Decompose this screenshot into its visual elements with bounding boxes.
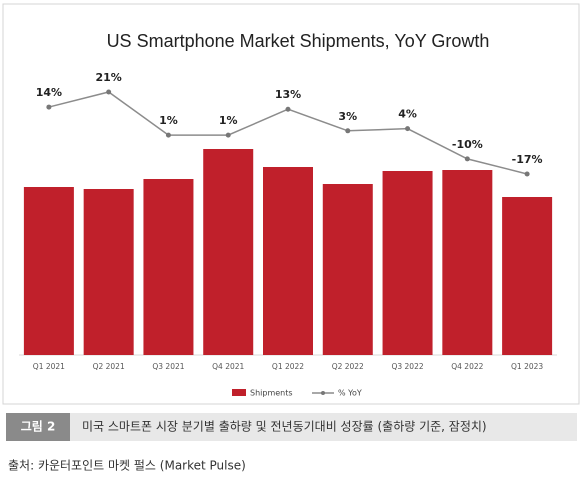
yoy-point bbox=[106, 89, 112, 95]
bar bbox=[382, 171, 433, 355]
bar bbox=[322, 184, 373, 355]
bar bbox=[203, 149, 254, 355]
caption-label: 그림 2 bbox=[21, 420, 56, 434]
data-label: 14% bbox=[36, 86, 62, 99]
legend-label: % YoY bbox=[338, 389, 362, 398]
caption-box bbox=[70, 413, 577, 441]
x-tick-label: Q1 2022 bbox=[272, 362, 304, 371]
bar bbox=[23, 187, 74, 355]
data-label: -17% bbox=[512, 153, 543, 166]
bar bbox=[502, 197, 553, 355]
yoy-point bbox=[225, 132, 231, 138]
x-tick-label: Q2 2022 bbox=[332, 362, 364, 371]
data-label: 4% bbox=[398, 108, 417, 121]
yoy-point bbox=[405, 126, 411, 132]
data-label: -10% bbox=[452, 138, 483, 151]
x-tick-label: Q1 2023 bbox=[511, 362, 543, 371]
legend-label: Shipments bbox=[250, 389, 293, 398]
bar bbox=[263, 167, 313, 355]
x-tick-label: Q3 2021 bbox=[152, 362, 184, 371]
bar bbox=[83, 189, 134, 355]
source: 출처: 카운터포인트 마켓 펄스 (Market Pulse) bbox=[8, 459, 246, 473]
yoy-point bbox=[165, 132, 171, 138]
x-tick-label: Q3 2022 bbox=[391, 362, 423, 371]
bar bbox=[442, 170, 493, 355]
data-label: 1% bbox=[219, 114, 238, 127]
data-label: 21% bbox=[95, 71, 121, 84]
yoy-point bbox=[524, 171, 530, 177]
data-label: 1% bbox=[159, 114, 178, 127]
x-tick-label: Q4 2021 bbox=[212, 362, 244, 371]
yoy-point bbox=[285, 106, 291, 112]
chart-title: US Smartphone Market Shipments, YoY Grow… bbox=[107, 31, 490, 51]
caption-label-box bbox=[6, 413, 70, 441]
legend-swatch bbox=[232, 389, 246, 396]
legend-marker bbox=[321, 391, 325, 395]
yoy-point bbox=[46, 104, 52, 110]
x-tick-label: Q1 2021 bbox=[33, 362, 65, 371]
yoy-point bbox=[345, 128, 351, 134]
x-tick-label: Q2 2021 bbox=[93, 362, 125, 371]
data-label: 13% bbox=[275, 88, 301, 101]
yoy-point bbox=[464, 156, 470, 162]
x-tick-label: Q4 2022 bbox=[451, 362, 483, 371]
data-label: 3% bbox=[338, 110, 357, 123]
caption-text: 미국 스마트폰 시장 분기별 출하량 및 전년동기대비 성장률 (출하량 기준,… bbox=[82, 420, 487, 434]
bar bbox=[143, 179, 194, 355]
